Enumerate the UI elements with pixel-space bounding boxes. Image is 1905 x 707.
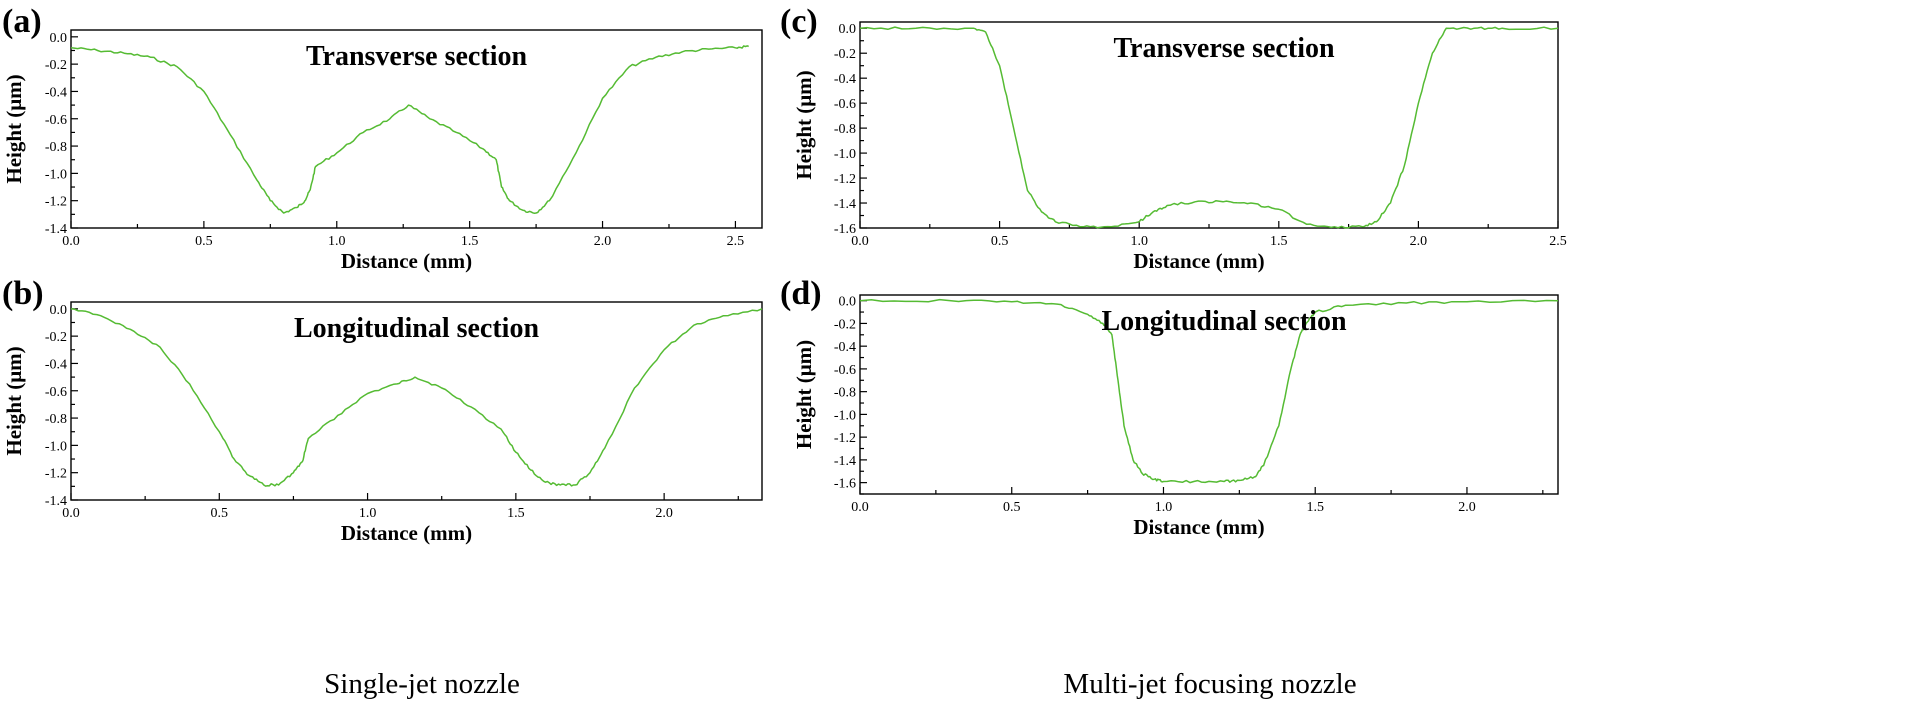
caption-left: Single-jet nozzle bbox=[324, 668, 520, 700]
y-tick-label: -0.4 bbox=[834, 340, 856, 355]
y-tick-label: -0.2 bbox=[45, 330, 67, 345]
y-tick-label: -0.2 bbox=[834, 47, 856, 62]
y-tick-label: -1.4 bbox=[834, 454, 856, 469]
x-tick-label: 1.5 bbox=[1270, 234, 1288, 249]
y-axis-label: Height (μm) bbox=[792, 340, 816, 449]
y-tick-label: -0.8 bbox=[834, 122, 856, 137]
panel-label: (a) bbox=[2, 3, 42, 40]
panel-label: (d) bbox=[780, 275, 822, 312]
y-tick-label: 0.0 bbox=[839, 295, 857, 310]
y-tick-label: -1.6 bbox=[834, 477, 856, 492]
x-tick-label: 2.0 bbox=[594, 234, 612, 249]
y-axis-label: Height (μm) bbox=[2, 346, 26, 455]
x-tick-label: 1.0 bbox=[359, 506, 377, 521]
chart-a: 0.0 0.5 1.0 1.5 2.0 2.5 0.0 -0.2 -0.4 -0.6 -0.8 -1.… bbox=[2, 3, 763, 273]
x-tick-label: 1.5 bbox=[507, 506, 525, 521]
y-tick-label: -0.8 bbox=[45, 412, 67, 427]
section-title: Transverse section bbox=[306, 41, 528, 72]
section-title: Longitudinal section bbox=[294, 313, 539, 344]
panel-label: (c) bbox=[780, 3, 818, 40]
caption-right: Multi-jet focusing nozzle bbox=[1063, 668, 1356, 700]
x-tick-label: 1.0 bbox=[1155, 500, 1173, 515]
y-tick-label: -1.0 bbox=[45, 167, 67, 182]
y-tick-label: -0.8 bbox=[834, 386, 856, 401]
x-tick-label: 0.5 bbox=[195, 234, 213, 249]
y-tick-label: -0.8 bbox=[45, 140, 67, 155]
plot-frame bbox=[70, 301, 763, 501]
x-tick-label: 0.5 bbox=[991, 234, 1009, 249]
y-tick-label: -1.4 bbox=[834, 197, 856, 212]
y-tick-label: -0.6 bbox=[45, 113, 67, 128]
y-tick-label: 0.0 bbox=[50, 303, 68, 318]
y-tick-label: -0.6 bbox=[834, 97, 856, 112]
x-tick-label: 0.5 bbox=[211, 506, 229, 521]
series-line bbox=[70, 308, 763, 487]
x-tick-label: 2.0 bbox=[1410, 234, 1428, 249]
y-tick-label: -0.6 bbox=[834, 363, 856, 378]
y-tick-label: -0.6 bbox=[45, 385, 67, 400]
x-tick-label: 0.0 bbox=[851, 234, 869, 249]
y-tick-label: -1.4 bbox=[45, 494, 67, 509]
x-tick-label: 1.5 bbox=[461, 234, 479, 249]
plot-frame bbox=[859, 294, 1559, 495]
y-tick-label: 0.0 bbox=[50, 31, 68, 46]
x-tick-label: 0.0 bbox=[62, 506, 80, 521]
x-tick-label: 0.0 bbox=[851, 500, 869, 515]
x-axis-label: Distance (mm) bbox=[1133, 249, 1264, 273]
series-line bbox=[859, 26, 1559, 229]
series-line bbox=[859, 298, 1559, 484]
y-axis-label: Height (μm) bbox=[2, 74, 26, 183]
x-axis-label: Distance (mm) bbox=[341, 249, 472, 273]
y-tick-label: -1.2 bbox=[834, 172, 856, 187]
y-tick-label: -1.2 bbox=[45, 195, 67, 210]
x-tick-label: 1.5 bbox=[1306, 500, 1324, 515]
y-tick-label: -0.4 bbox=[45, 357, 67, 372]
y-tick-label: -1.4 bbox=[45, 222, 67, 237]
y-tick-label: -1.2 bbox=[45, 467, 67, 482]
x-tick-label: 1.0 bbox=[328, 234, 346, 249]
x-tick-label: 2.5 bbox=[727, 234, 745, 249]
y-tick-label: -0.4 bbox=[834, 72, 856, 87]
y-tick-label: -1.0 bbox=[45, 439, 67, 454]
x-axis-label: Distance (mm) bbox=[1133, 515, 1264, 539]
chart-b: 0.0 0.5 1.0 1.5 2.0 0.0 -0.2 -0.4 -0.6 -0.8 -1.0 -1… bbox=[2, 275, 763, 545]
y-tick-label: -1.0 bbox=[834, 408, 856, 423]
x-tick-label: 2.0 bbox=[1458, 500, 1476, 515]
chart-c: 0.0 0.5 1.0 1.5 2.0 2.5 0.0 -0.2 -0.4 -0.6 -0.8 -1.… bbox=[780, 3, 1567, 273]
panel-label: (b) bbox=[2, 275, 44, 312]
section-title: Longitudinal section bbox=[1101, 306, 1346, 337]
y-tick-label: -1.6 bbox=[834, 222, 856, 237]
x-axis-label: Distance (mm) bbox=[341, 521, 472, 545]
x-tick-label: 0.5 bbox=[1003, 500, 1021, 515]
x-tick-label: 2.5 bbox=[1549, 234, 1567, 249]
y-tick-label: -0.2 bbox=[45, 58, 67, 73]
series-line bbox=[70, 45, 749, 215]
x-tick-label: 1.0 bbox=[1130, 234, 1148, 249]
x-tick-label: 2.0 bbox=[655, 506, 673, 521]
y-tick-label: -0.4 bbox=[45, 85, 67, 100]
chart-d: 0.0 0.5 1.0 1.5 2.0 0.0 -0.2 -0.4 -0.6 -0.8 -1.0 -1… bbox=[780, 275, 1559, 539]
y-axis-label: Height (μm) bbox=[792, 70, 816, 179]
y-tick-label: -1.0 bbox=[834, 147, 856, 162]
y-tick-label: -1.2 bbox=[834, 431, 856, 446]
plot-frame bbox=[70, 29, 763, 229]
x-tick-label: 0.0 bbox=[62, 234, 80, 249]
y-tick-label: 0.0 bbox=[839, 22, 857, 37]
section-title: Transverse section bbox=[1113, 33, 1335, 64]
y-tick-label: -0.2 bbox=[834, 317, 856, 332]
